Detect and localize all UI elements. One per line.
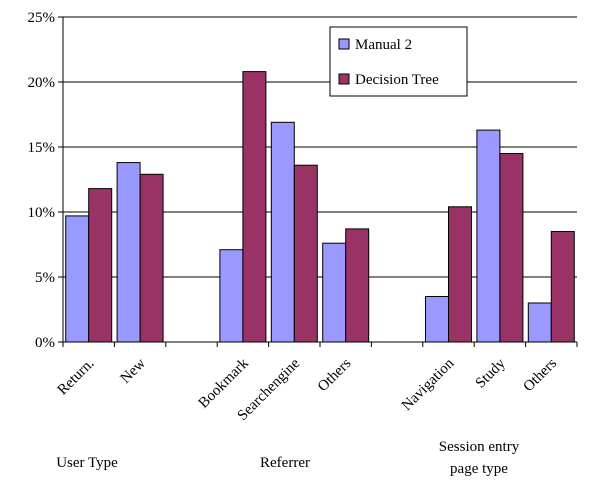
y-tick-labels: 0% 5% 10% 15% 20% 25% — [28, 10, 56, 351]
bar-decision-tree — [550, 231, 575, 343]
bar-decision-tree — [293, 164, 318, 343]
bar-decision-tree — [242, 71, 267, 343]
bar-manual-2 — [219, 249, 244, 343]
x-category-label: Others — [521, 355, 561, 395]
legend-label-manual-2: Manual 2 — [355, 37, 412, 53]
y-tick-label: 10% — [28, 205, 56, 221]
legend-swatch-decision-tree — [338, 73, 350, 85]
bar-manual-2 — [425, 296, 449, 343]
x-category-label: New — [118, 355, 149, 386]
legend: Manual 2 Decision Tree — [329, 26, 468, 97]
group-label: page type — [450, 461, 508, 477]
y-tick-label: 25% — [28, 10, 56, 26]
group-label: Session entry — [439, 439, 520, 455]
bar-decision-tree — [139, 173, 164, 343]
x-category-label: Study — [473, 355, 509, 391]
x-category-label: Others — [315, 355, 355, 395]
y-tick-label: 5% — [35, 270, 55, 286]
axes — [58, 16, 578, 347]
y-tick-label: 15% — [28, 140, 56, 156]
y-tick-label: 20% — [28, 75, 56, 91]
legend-swatch-manual-2 — [338, 38, 350, 50]
bars — [65, 71, 575, 343]
bar-decision-tree — [88, 188, 113, 343]
bar-manual-2 — [65, 215, 90, 343]
bar-manual-2 — [116, 162, 141, 343]
bar-decision-tree — [448, 206, 472, 343]
legend-box — [329, 26, 468, 97]
bar-manual-2 — [322, 242, 347, 343]
x-category-label: Return. — [55, 356, 98, 399]
legend-label-decision-tree: Decision Tree — [355, 72, 439, 88]
y-tick-label: 0% — [35, 335, 55, 351]
bar-decision-tree — [499, 153, 524, 343]
bar-manual-2 — [476, 129, 501, 343]
group-label: User Type — [56, 455, 118, 471]
bar-decision-tree — [345, 228, 370, 343]
group-label: Referrer — [260, 455, 310, 471]
x-category-label: Navigation — [399, 355, 458, 414]
group-labels: User Type Referrer Session entry page type — [56, 439, 519, 477]
bar-manual-2 — [527, 302, 552, 343]
bar-manual-2 — [270, 121, 295, 343]
